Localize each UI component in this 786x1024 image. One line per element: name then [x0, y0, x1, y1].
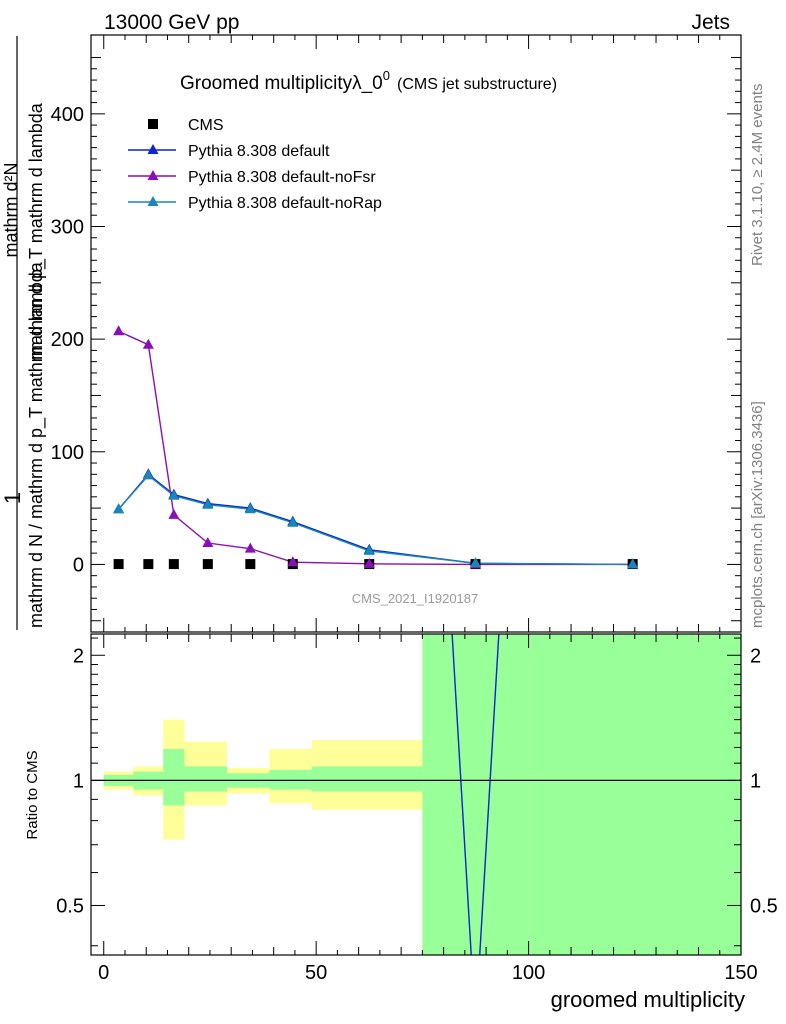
- ratio-stat-uncertainty-band: [422, 634, 529, 955]
- ratio-stat-uncertainty-band: [163, 748, 185, 806]
- main-y-tick-label: 400: [51, 104, 84, 126]
- ratio-data-layer: [91, 633, 741, 956]
- legend-marker: [147, 170, 159, 180]
- series-marker-3: [113, 503, 125, 514]
- series-marker-2: [363, 557, 375, 568]
- ratio-y-tick-label-left: 1: [73, 770, 84, 792]
- cms-data-point: [245, 559, 256, 570]
- main-ylabel: 1 mathrm d N / mathrm d p_T mathrm d lam…: [0, 36, 47, 630]
- series-line-3: [118, 474, 633, 566]
- ratio-stat-uncertainty-band: [311, 766, 423, 792]
- analysis-watermark: CMS_2021_I1920187: [352, 591, 479, 606]
- ylabel-numerator: 1: [0, 492, 25, 504]
- ratio-ylabel: Ratio to CMS: [24, 750, 41, 839]
- chart-title-superscript: 0: [383, 68, 390, 83]
- chart-title-note: (CMS jet substructure): [397, 76, 557, 93]
- series-marker-3: [202, 498, 214, 509]
- legend: CMS Pythia 8.308 default Pythia 8.308 defa…: [128, 117, 382, 212]
- ratio-stat-uncertainty-band: [528, 634, 741, 955]
- chart-title: Groomed multiplicityλ_00 (CMS jet substru…: [180, 68, 557, 94]
- series-marker-2: [113, 325, 125, 336]
- ratio-panel-frame: [90, 633, 742, 956]
- legend-marker-cms: [148, 119, 158, 129]
- ratio-series-line: [451, 633, 472, 956]
- chart-title-main: Groomed multiplicityλ_0: [180, 73, 383, 94]
- ratio-y-tick-label-right: 2: [750, 645, 761, 667]
- series-line-2: [118, 330, 633, 566]
- series-marker-3: [244, 503, 256, 514]
- legend-entry-label: Pythia 8.308 default: [188, 143, 330, 160]
- main-y-tick-label: 300: [51, 216, 84, 238]
- ratio-stat-uncertainty-band: [269, 769, 312, 790]
- ylabel-denominator: mathrm d N / mathrm d p_T mathrm d lambd…: [26, 261, 47, 628]
- series-marker-2: [168, 508, 180, 519]
- legend-entry-label: CMS: [188, 117, 224, 134]
- cms-data-point: [143, 559, 154, 570]
- mcplots-reference-label: mcplots.cern.ch [arXiv:1306.3436]: [749, 401, 766, 628]
- ratio-series-line: [479, 633, 500, 956]
- header-process-label: Jets: [691, 11, 730, 34]
- x-tick-label: 50: [305, 962, 327, 984]
- ratio-stat-uncertainty-band: [184, 766, 227, 792]
- x-tick-label: 150: [724, 962, 757, 984]
- series-marker-3: [363, 544, 375, 555]
- legend-entry-label: Pythia 8.308 default-noFsr: [188, 169, 376, 186]
- main-y-tick-label: 100: [51, 442, 84, 464]
- ylabel-second-numerator: mathrm d²N: [1, 162, 21, 257]
- ratio-axis-ticks: 0.5 0.5 1 1 2 2 0 50 100 150: [56, 634, 778, 984]
- main-axis-ticks: 0 100 200 300 400: [51, 35, 742, 632]
- ratio-y-tick-label-left: 0.5: [56, 895, 84, 917]
- series-marker-2: [244, 542, 256, 553]
- cms-data-point: [202, 559, 213, 570]
- main-data-layer: [113, 325, 639, 570]
- series-marker-3: [627, 558, 639, 569]
- series-marker-3: [142, 469, 154, 480]
- cms-data-point: [168, 559, 179, 570]
- x-tick-label: 0: [98, 962, 109, 984]
- main-panel: 0 100 200 300 400: [51, 34, 742, 633]
- series-marker-3: [287, 516, 299, 527]
- main-y-tick-label: 200: [51, 329, 84, 351]
- header-energy-label: 13000 GeV pp: [104, 11, 239, 34]
- ylabel-second-denominator: mathrm d p_T mathrm d lambda: [26, 102, 47, 360]
- ratio-y-tick-label-right: 1: [750, 770, 761, 792]
- ratio-y-tick-label-left: 2: [73, 645, 84, 667]
- main-panel-frame: [90, 34, 742, 633]
- main-y-tick-label: 0: [73, 554, 84, 576]
- series-marker-3: [469, 557, 481, 568]
- ratio-y-tick-label-right: 0.5: [750, 895, 778, 917]
- x-tick-label: 100: [512, 962, 545, 984]
- ratio-panel: 0.5 0.5 1 1 2 2 0 50 100 150: [56, 633, 778, 984]
- series-marker-2: [202, 537, 214, 548]
- series-marker-2: [287, 556, 299, 567]
- legend-entry-label: Pythia 8.308 default-noRap: [188, 195, 382, 212]
- cms-data-point: [113, 559, 124, 570]
- legend-marker: [147, 144, 159, 154]
- series-marker-3: [168, 489, 180, 500]
- series-marker-2: [142, 338, 154, 349]
- rivet-version-label: Rivet 3.1.10, ≥ 2.4M events: [749, 84, 766, 267]
- series-line-1: [118, 473, 633, 566]
- legend-marker: [147, 196, 159, 206]
- x-axis-label: groomed multiplicity: [551, 987, 745, 1012]
